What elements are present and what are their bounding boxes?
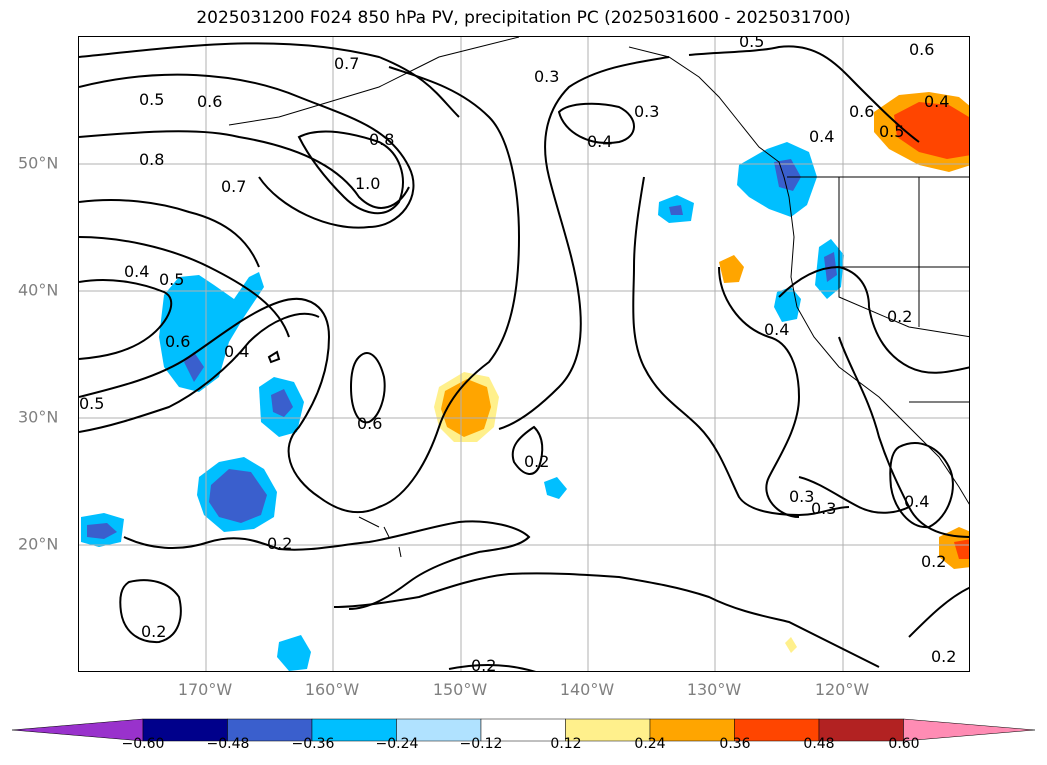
graticule <box>79 37 969 671</box>
colorbar-extend-high <box>903 718 1036 742</box>
contour-label: 0.4 <box>924 92 949 111</box>
lon-label-130w: 130°W <box>686 680 742 699</box>
contour-label: 0.2 <box>141 622 166 641</box>
contour-label: 0.4 <box>224 342 249 361</box>
lat-label-30n: 30°N <box>18 407 59 427</box>
contour-label: 0.6 <box>165 332 190 351</box>
contour-label: 0.6 <box>357 414 382 433</box>
contour-label: 0.4 <box>124 262 149 281</box>
contour-label: 0.8 <box>369 130 394 149</box>
contour-label: 0.3 <box>634 102 659 121</box>
contour-labels: 0.5 0.6 0.8 0.7 1.0 0.8 0.7 0.4 0.5 0.6 … <box>79 37 956 672</box>
lat-label-50n: 50°N <box>18 153 59 173</box>
contour-label: 0.3 <box>789 487 814 506</box>
contour-label: 0.5 <box>79 394 104 413</box>
contour-label: 0.7 <box>334 54 359 73</box>
contour-label: 0.6 <box>909 40 934 59</box>
contour-label: 0.4 <box>904 492 929 511</box>
contour-label: 0.5 <box>739 37 764 51</box>
map-panel: 0.5 0.6 0.8 0.7 1.0 0.8 0.7 0.4 0.5 0.6 … <box>78 36 970 672</box>
contour-label: 0.7 <box>221 177 246 196</box>
contour-label: 0.4 <box>809 127 834 146</box>
contour-label: 0.5 <box>159 270 184 289</box>
precip-positive-shading <box>434 92 969 653</box>
contour-label: 0.4 <box>587 132 612 151</box>
contour-label: 0.3 <box>534 67 559 86</box>
lon-label-150w: 150°W <box>432 680 488 699</box>
contour-label: 0.2 <box>524 452 549 471</box>
colorbar <box>11 718 1036 742</box>
contour-label: 0.2 <box>887 307 912 326</box>
lon-label-140w: 140°W <box>559 680 615 699</box>
map-title: 2025031200 F024 850 hPa PV, precipitatio… <box>196 8 851 28</box>
colorbar-tick: −0.12 <box>459 736 503 752</box>
lat-label-20n: 20°N <box>18 534 59 554</box>
contour-label: 0.2 <box>471 656 496 672</box>
colorbar-tick: −0.60 <box>121 736 165 752</box>
contour-label: 0.2 <box>931 647 956 666</box>
colorbar-tick: 0.12 <box>550 736 582 752</box>
colorbar-tick: 0.48 <box>803 736 835 752</box>
colorbar-tick: −0.24 <box>375 736 419 752</box>
contour-label: 0.6 <box>197 92 222 111</box>
colorbar-tick: 0.24 <box>634 736 666 752</box>
contour-label: 1.0 <box>355 174 380 193</box>
contour-label: 0.4 <box>764 320 789 339</box>
contour-label: 0.6 <box>849 102 874 121</box>
contour-label: 0.5 <box>879 122 904 141</box>
colorbar-tick: 0.60 <box>888 736 920 752</box>
colorbar-tick: −0.36 <box>291 736 335 752</box>
contour-label: 0.3 <box>811 499 836 518</box>
precip-negative-shading <box>81 142 844 671</box>
contour-label: 0.2 <box>921 552 946 571</box>
lon-label-170w: 170°W <box>177 680 233 699</box>
lat-label-40n: 40°N <box>18 280 59 300</box>
colorbar-tick: 0.36 <box>719 736 751 752</box>
contour-label: 0.8 <box>139 150 164 169</box>
contour-label: 0.2 <box>267 534 292 553</box>
lon-label-160w: 160°W <box>304 680 360 699</box>
lon-label-120w: 120°W <box>814 680 870 699</box>
contour-label: 0.5 <box>139 90 164 109</box>
colorbar-tick: −0.48 <box>206 736 250 752</box>
pv-contours <box>79 42 969 671</box>
map-canvas: 0.5 0.6 0.8 0.7 1.0 0.8 0.7 0.4 0.5 0.6 … <box>79 37 969 672</box>
